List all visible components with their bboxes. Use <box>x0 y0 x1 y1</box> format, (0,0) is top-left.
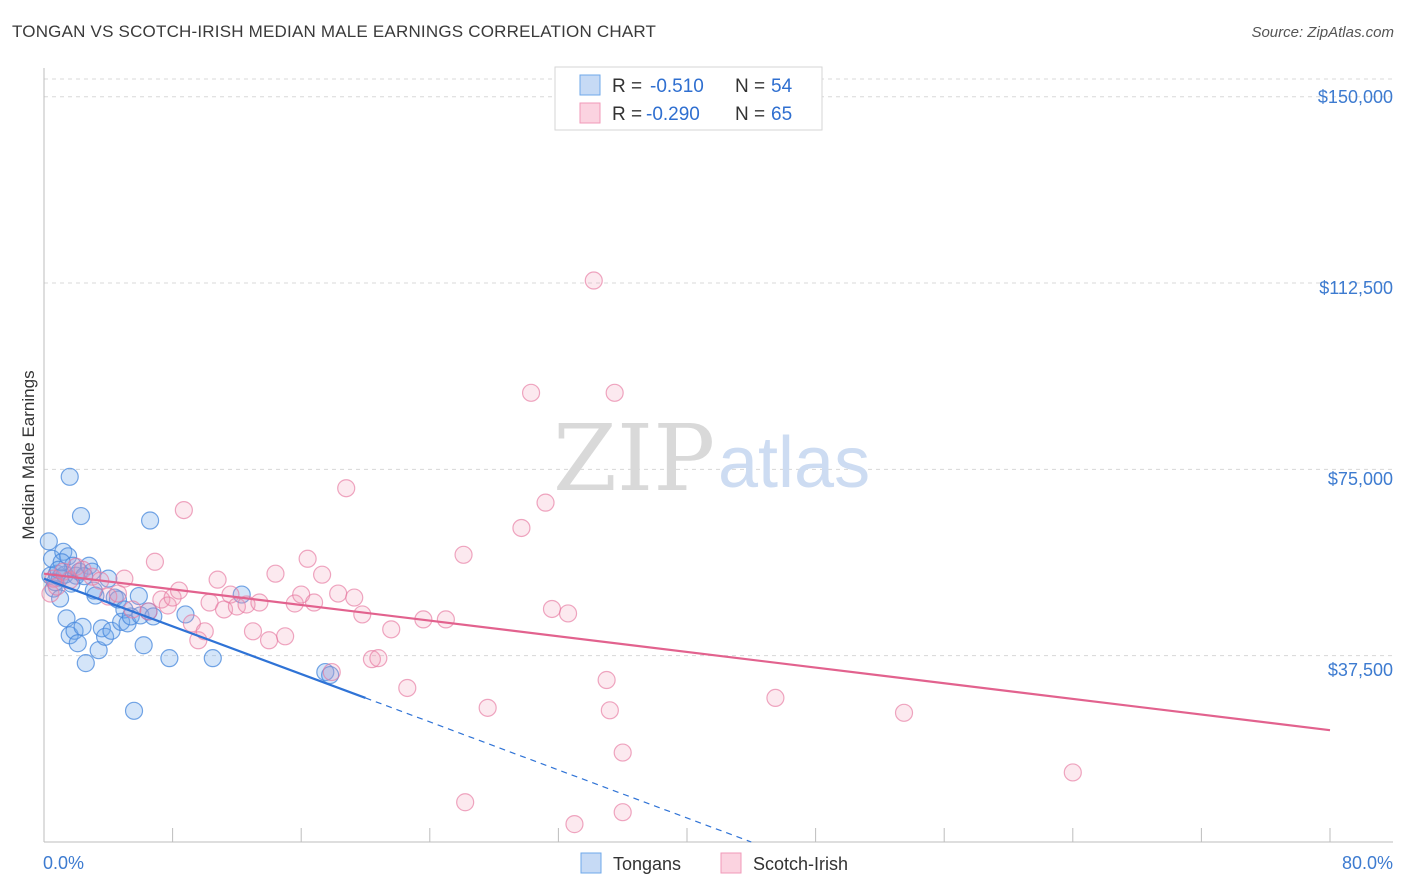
chart-title: TONGAN VS SCOTCH-IRISH MEDIAN MALE EARNI… <box>12 22 657 41</box>
scotch-irish-point <box>613 803 632 822</box>
scotch-irish-point <box>584 271 603 290</box>
scotch-irish-point <box>345 588 364 607</box>
scotch-irish-point <box>41 584 60 603</box>
tongans-point <box>160 649 179 668</box>
y-tick-label: $112,500 <box>1319 278 1393 298</box>
tongans-point <box>316 662 335 682</box>
tongans-trend-line <box>43 577 366 699</box>
scotch-irish-point <box>145 552 165 571</box>
tongans-point <box>321 665 340 685</box>
legend-n-label: N = <box>735 104 765 125</box>
legend-n-label: N = <box>735 76 765 97</box>
scotch-irish-point <box>243 622 263 641</box>
scotch-irish-point <box>382 620 401 639</box>
trend-lines <box>43 572 1331 843</box>
scotch-irish-point <box>613 743 632 762</box>
y-axis-label: Median Male Earnings <box>19 370 38 539</box>
y-tick-label: $75,000 <box>1328 469 1393 489</box>
axes <box>43 68 1393 843</box>
tongans-point <box>39 532 58 551</box>
tongans-trend-extension <box>365 697 752 843</box>
gridlines <box>44 78 1393 657</box>
legend-r-value-scotch-irish: -0.290 <box>646 104 700 125</box>
tongans-swatch <box>579 74 601 96</box>
tongans-point <box>60 467 79 486</box>
scotch-irish-point <box>565 815 584 834</box>
source-credit: Source: ZipAtlas.com <box>1251 24 1394 41</box>
scotch-irish-point <box>456 793 475 812</box>
scotch-irish-point <box>478 698 497 717</box>
scotch-irish-point <box>266 564 285 583</box>
scotch-irish-point <box>605 383 624 402</box>
scotch-irish-point <box>337 479 356 498</box>
legend-n-value-tongans: 54 <box>771 76 793 97</box>
scotch-irish-point <box>436 610 455 629</box>
scotch-irish-point <box>558 604 578 623</box>
scotch-irish-point <box>362 650 382 669</box>
legend-swatch-tongans <box>580 852 602 874</box>
scotch-irish-point <box>304 593 324 612</box>
scotch-irish-point <box>369 649 388 668</box>
scotch-irish-point <box>1063 763 1082 782</box>
scotch-irish-point <box>521 383 541 402</box>
tongans-point <box>50 589 70 608</box>
scotch-irish-point <box>894 703 914 722</box>
legend-label-scotch-irish: Scotch-Irish <box>753 854 848 874</box>
tongans-point <box>124 701 144 720</box>
tongans-point <box>68 634 87 653</box>
legend-swatch-scotch-irish <box>720 852 742 874</box>
y-tick-label: $150,000 <box>1318 87 1393 107</box>
tongans-point <box>134 636 153 655</box>
scotch-irish-point <box>259 631 279 650</box>
tongans-point <box>203 649 222 668</box>
scotch-irish-point <box>276 627 295 646</box>
legend-r-label: R = <box>612 104 642 125</box>
scotch-irish-point <box>597 670 616 690</box>
legend-r-label: R = <box>612 76 642 97</box>
legend-r-value-tongans: -0.510 <box>650 76 704 97</box>
legend-n-value-scotch-irish: 65 <box>771 104 792 125</box>
scotch-irish-point <box>512 518 531 538</box>
scotch-irish-point <box>600 701 619 720</box>
watermark: ZIP atlas <box>553 405 870 512</box>
scotch-irish-point <box>766 688 785 708</box>
tongans-point <box>140 511 160 530</box>
tongans-point <box>176 605 195 624</box>
scotch-irish-swatch <box>579 102 601 124</box>
scotch-irish-point <box>298 549 317 568</box>
scotch-irish-point <box>250 593 269 612</box>
scotch-irish-point <box>329 584 348 603</box>
scotch-irish-point <box>208 570 227 589</box>
x-tick-label-max: 80.0% <box>1342 853 1393 873</box>
scotch-irish-trend-line <box>43 572 1331 732</box>
x-tick-label-min: 0.0% <box>43 853 84 873</box>
tongans-point <box>76 654 95 673</box>
scotch-irish-point <box>189 631 208 650</box>
data-points <box>39 271 1082 834</box>
watermark-atlas: atlas <box>718 423 870 503</box>
scotch-irish-point <box>542 599 562 619</box>
scotch-irish-point <box>312 565 332 584</box>
scotch-irish-point <box>174 500 193 520</box>
watermark-zip: ZIP <box>553 405 715 512</box>
scotch-irish-point <box>454 545 473 564</box>
scotch-irish-point <box>536 493 555 512</box>
legend-label-tongans: Tongans <box>613 854 681 874</box>
scotch-irish-point <box>322 662 341 682</box>
scotch-irish-point <box>398 678 417 698</box>
y-tick-label: $37,500 <box>1328 660 1393 680</box>
tongans-point <box>73 617 92 636</box>
series-legend: Tongans Scotch-Irish <box>580 852 848 874</box>
tongans-point <box>71 506 91 526</box>
stats-legend: R = -0.510 N = 54 R = -0.290 N = 65 <box>554 66 823 131</box>
scotch-irish-point <box>353 605 372 624</box>
